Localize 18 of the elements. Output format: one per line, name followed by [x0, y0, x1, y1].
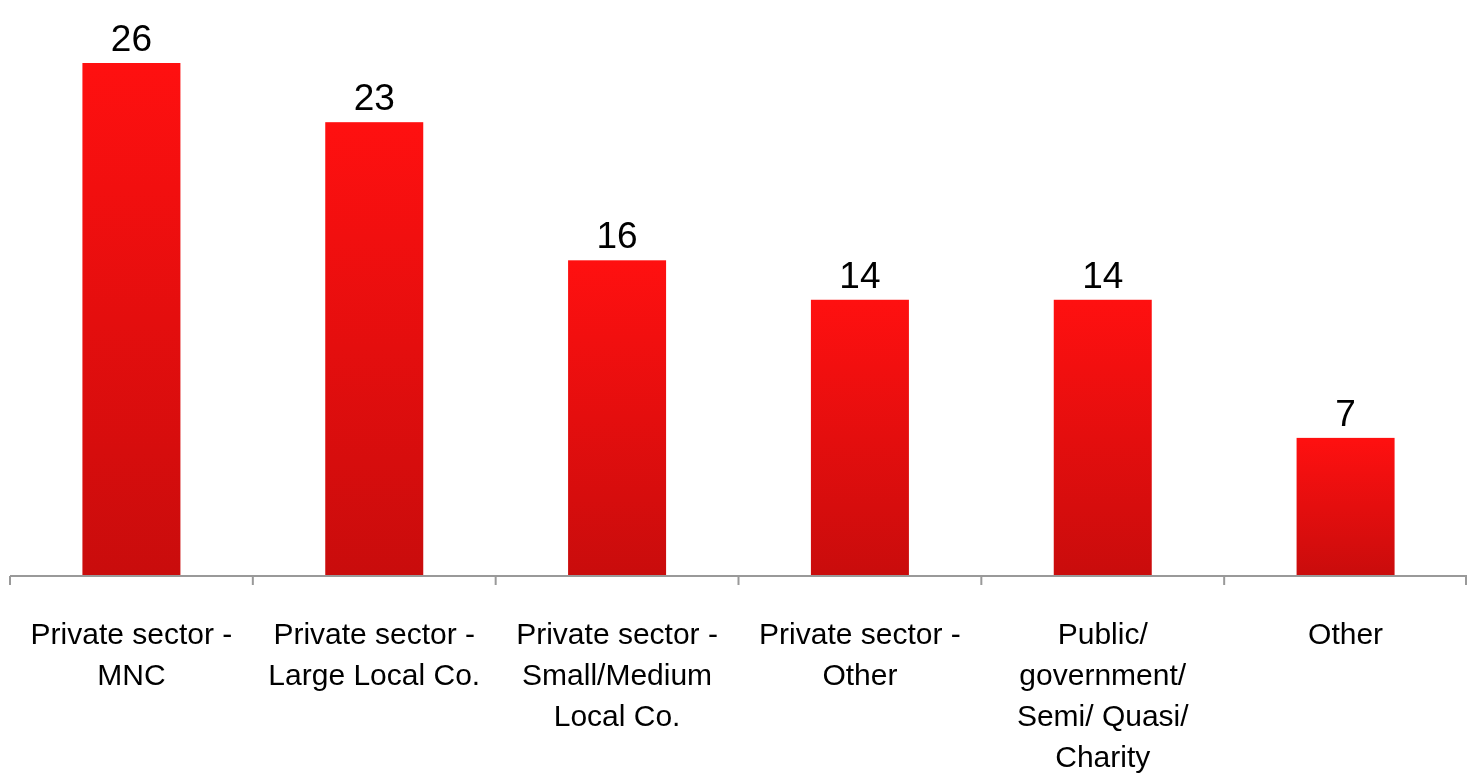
data-label: 23	[353, 77, 395, 119]
bar	[82, 63, 181, 576]
data-label: 16	[596, 215, 638, 257]
data-label: 26	[110, 18, 152, 59]
bar	[810, 299, 909, 576]
x-tick-label: Other	[1308, 617, 1384, 650]
bar	[1296, 437, 1395, 576]
x-tick-label: Private sector - Other	[759, 617, 961, 691]
x-tick-label: Public/ government/ Semi/ Quasi/ Charity	[1016, 617, 1190, 773]
data-label: 14	[1082, 254, 1124, 296]
x-tick-label: Private sector - Small/Medium Local Co.	[516, 617, 718, 732]
data-label: 14	[839, 254, 881, 296]
bar	[325, 122, 424, 576]
data-label: 7	[1335, 392, 1356, 434]
bar	[1053, 299, 1152, 576]
x-tick-label: Private sector - MNC	[30, 617, 233, 691]
bar	[568, 260, 667, 576]
x-tick-label: Private sector - Large Local Co.	[268, 617, 481, 691]
